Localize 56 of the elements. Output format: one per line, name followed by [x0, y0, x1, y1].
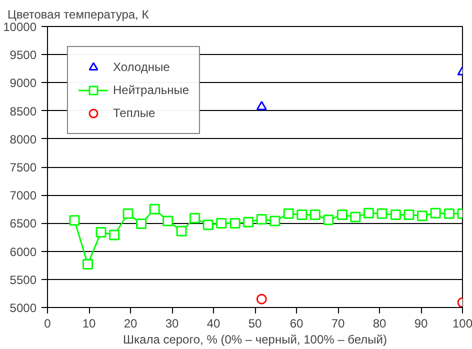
y-tick-label: 6000: [10, 244, 37, 259]
y-tick-label: 10000: [3, 20, 37, 34]
x-tick-label: 50: [248, 316, 262, 330]
legend-label: Холодные: [113, 60, 170, 74]
y-tick-label: 7000: [10, 188, 37, 203]
point: [350, 212, 361, 222]
point: [243, 216, 254, 228]
point: [162, 216, 174, 226]
point: [363, 208, 374, 218]
y-tick-label: 6500: [10, 216, 37, 231]
point: [430, 208, 441, 218]
point: [176, 226, 187, 236]
legend-label: Нейтральные: [113, 83, 190, 97]
point: [69, 215, 80, 226]
point: [376, 208, 388, 219]
x-tick-label: 70: [331, 316, 345, 330]
point: [296, 210, 308, 220]
x-tick-label: 100: [452, 316, 472, 330]
x-tick-label: 30: [165, 316, 179, 330]
point: [82, 258, 94, 270]
y-tick-label: 9500: [10, 48, 37, 62]
point: [122, 208, 134, 219]
y-tick-label: 7500: [10, 160, 37, 174]
x-tick-label: 10: [82, 316, 96, 330]
point: [444, 208, 454, 219]
point: [190, 212, 200, 224]
point: [283, 208, 294, 219]
x-tick-label: 40: [206, 316, 220, 330]
y-tick-label: 5000: [10, 301, 37, 315]
point: [96, 226, 106, 238]
legend-label: Теплые: [113, 106, 156, 120]
chart-title: Цветовая температура, К: [8, 8, 149, 22]
point: [270, 216, 280, 226]
y-tick-label: 8000: [10, 132, 37, 146]
point: [256, 214, 267, 225]
point: [416, 210, 428, 222]
point: [390, 210, 401, 220]
point: [149, 204, 160, 214]
point: [336, 210, 348, 220]
point: [109, 230, 120, 240]
point: [404, 210, 414, 220]
x-tick-label: 0: [44, 316, 52, 330]
y-tick-label: 9000: [10, 76, 37, 90]
x-tick-label: 20: [124, 316, 138, 330]
point: [230, 218, 240, 228]
x-axis-title: Шкала серого, % (0% – черный, 100% – белый): [123, 332, 387, 346]
point: [202, 220, 214, 230]
x-tick-label: 80: [372, 316, 386, 330]
point: [216, 218, 227, 228]
point: [136, 218, 147, 230]
y-tick-label: 8500: [10, 104, 37, 118]
point: [310, 210, 320, 220]
x-tick-label: 90: [414, 316, 428, 330]
x-tick-label: 60: [290, 316, 304, 330]
point: [323, 214, 334, 226]
y-tick-label: 5500: [10, 272, 37, 287]
